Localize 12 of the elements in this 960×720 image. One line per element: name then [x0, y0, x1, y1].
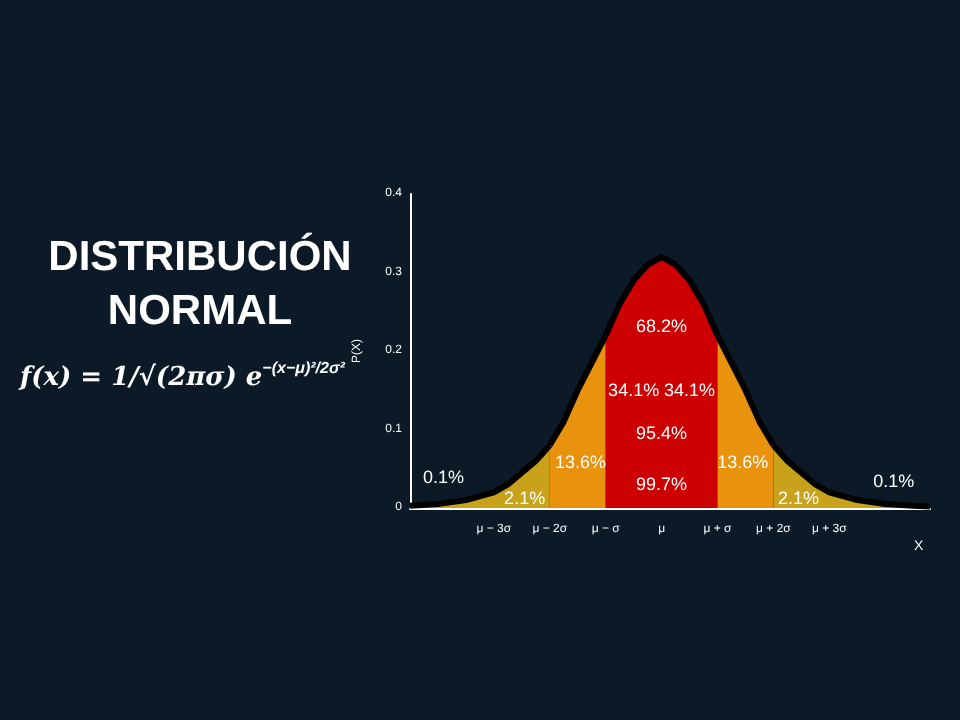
annotation: 13.6% [717, 452, 769, 473]
annotation: 13.6% [555, 452, 607, 473]
annotation: 2.1% [778, 487, 820, 508]
annotation: 0.1% [423, 466, 465, 487]
annotation: 68.2% [636, 315, 688, 336]
annotation: 34.1% [608, 380, 660, 401]
annotation: 99.7% [636, 474, 688, 495]
annotation: 95.4% [636, 423, 688, 444]
annotation: 34.1% [664, 380, 716, 401]
annotation: 2.1% [504, 487, 546, 508]
annotation: 0.1% [873, 470, 915, 491]
text: DISTRIBUCIÓN NORMAL [48, 232, 352, 334]
